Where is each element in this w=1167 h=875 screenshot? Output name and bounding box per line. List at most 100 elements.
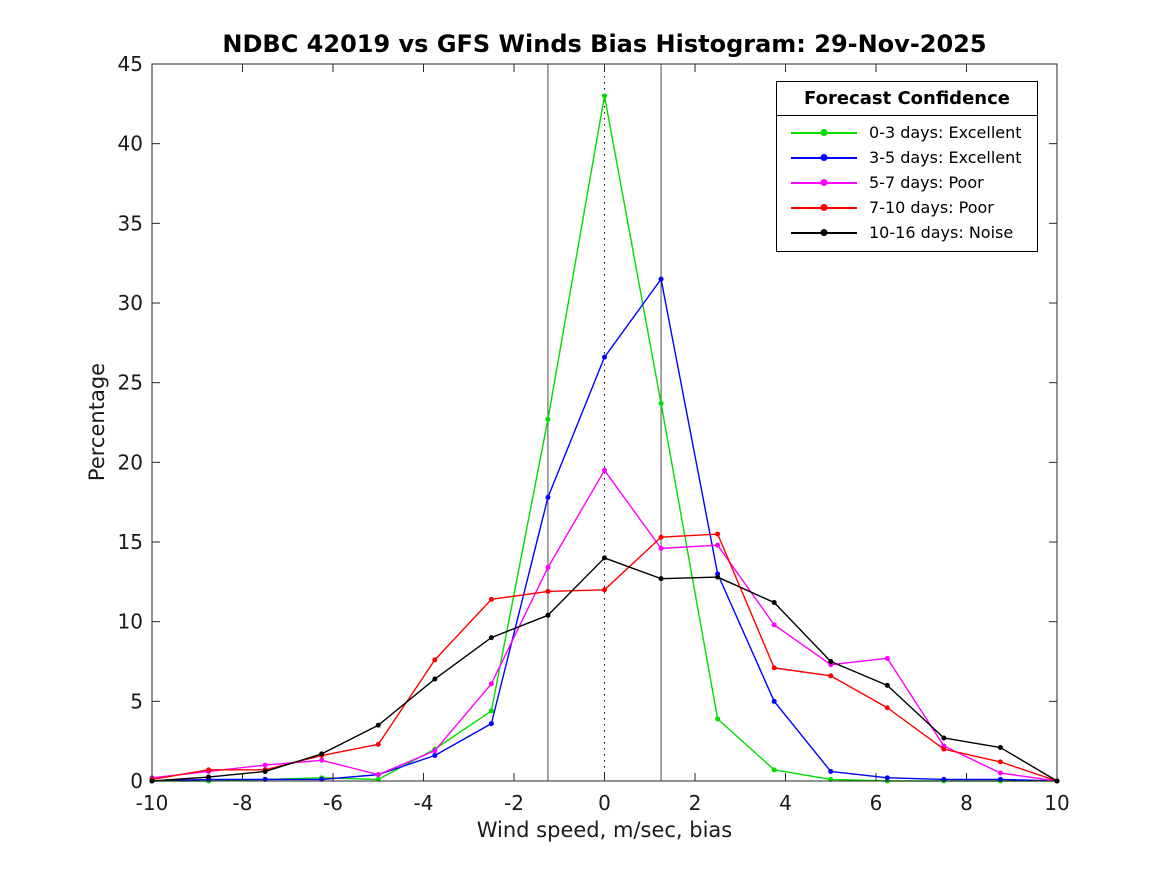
legend-box: Forecast Confidence 0-3 days: Excellent 3…: [776, 81, 1038, 252]
data-point-marker: [658, 400, 664, 406]
data-point-marker: [771, 767, 777, 773]
y-tick-label: 0: [130, 769, 143, 793]
data-point-marker: [206, 774, 212, 780]
x-axis-label: Wind speed, m/sec, bias: [476, 818, 733, 842]
data-point-marker: [545, 494, 551, 500]
y-tick-label: 40: [118, 132, 143, 156]
data-point-marker: [715, 531, 721, 537]
data-point-marker: [884, 775, 890, 781]
data-point-marker: [602, 587, 607, 593]
data-point-marker: [545, 588, 551, 594]
data-point-marker: [432, 748, 438, 754]
data-point-marker: [488, 635, 494, 641]
data-point-marker: [997, 745, 1003, 751]
data-point-marker: [771, 622, 777, 628]
data-point-marker: [828, 768, 834, 774]
legend-item: 10-16 days: Noise: [777, 220, 1037, 245]
data-point-marker: [375, 722, 381, 728]
y-axis-label: Percentage: [85, 362, 109, 482]
data-point-marker: [602, 467, 607, 473]
legend-marker-dot: [820, 229, 828, 236]
data-point-marker: [715, 574, 721, 580]
x-tick-label: 4: [779, 791, 792, 815]
data-point-marker: [432, 753, 438, 759]
legend-items: 0-3 days: Excellent 3-5 days: Excellent 5-…: [777, 116, 1037, 251]
legend-marker-dot: [820, 179, 828, 186]
data-point-marker: [545, 416, 551, 422]
data-point-marker: [206, 767, 212, 773]
series-line: [151, 533, 1058, 782]
data-point-marker: [319, 757, 325, 763]
legend-marker-dot: [820, 154, 828, 161]
y-tick-label: 35: [118, 211, 143, 235]
legend-line-sample: [791, 229, 857, 236]
data-point-marker: [828, 673, 834, 679]
x-tick-label: -8: [233, 791, 253, 815]
y-tick-label: 15: [118, 530, 143, 554]
x-tick-label: 2: [689, 791, 702, 815]
data-point-marker: [602, 354, 607, 360]
legend-item: 5-7 days: Poor: [777, 170, 1037, 195]
data-point-marker: [884, 705, 890, 711]
y-tick-label: 25: [118, 371, 143, 395]
data-point-marker: [941, 735, 947, 741]
legend-title: Forecast Confidence: [777, 82, 1037, 116]
legend-item-label: 3-5 days: Excellent: [869, 148, 1022, 167]
legend-item-label: 5-7 days: Poor: [869, 173, 984, 192]
data-point-marker: [375, 772, 381, 778]
legend-item: 3-5 days: Excellent: [777, 145, 1037, 170]
data-point-marker: [997, 770, 1003, 776]
data-point-marker: [432, 676, 438, 682]
data-point-marker: [715, 716, 721, 722]
data-point-marker: [658, 576, 664, 582]
x-tick-label: -10: [136, 791, 169, 815]
y-tick-label: 30: [118, 291, 143, 315]
data-point-marker: [488, 681, 494, 687]
legend-item-label: 0-3 days: Excellent: [869, 123, 1022, 142]
x-tick-label: 10: [1044, 791, 1069, 815]
x-tick-label: 8: [960, 791, 973, 815]
data-point-marker: [319, 751, 325, 757]
data-point-marker: [715, 542, 721, 548]
data-point-marker: [545, 612, 551, 618]
y-tick-label: 10: [118, 610, 143, 634]
y-tick-label: 5: [130, 689, 143, 713]
data-point-marker: [602, 555, 607, 561]
data-point-marker: [997, 759, 1003, 765]
x-tick-label: -2: [504, 791, 524, 815]
data-point-marker: [488, 708, 494, 714]
legend-item-label: 10-16 days: Noise: [869, 223, 1014, 242]
legend-item: 7-10 days: Poor: [777, 195, 1037, 220]
data-point-marker: [884, 682, 890, 688]
legend-marker-dot: [820, 129, 828, 136]
data-point-marker: [658, 545, 664, 551]
x-tick-label: -4: [414, 791, 434, 815]
y-tick-label: 45: [118, 52, 143, 76]
series-line: [151, 278, 1058, 782]
x-tick-label: 6: [870, 791, 883, 815]
data-point-marker: [262, 768, 268, 774]
legend-line-sample: [791, 179, 857, 186]
data-point-marker: [602, 93, 607, 99]
data-point-marker: [658, 534, 664, 540]
data-point-marker: [658, 276, 664, 282]
data-point-marker: [545, 564, 551, 570]
legend-line-sample: [791, 204, 857, 211]
data-point-marker: [375, 741, 381, 747]
data-point-marker: [828, 659, 834, 664]
data-point-marker: [488, 596, 494, 602]
data-point-marker: [884, 655, 890, 661]
legend-line-sample: [791, 154, 857, 161]
legend-item-label: 7-10 days: Poor: [869, 198, 994, 217]
legend-marker-dot: [820, 204, 828, 211]
data-point-marker: [488, 721, 494, 727]
legend-line-sample: [791, 129, 857, 136]
data-point-marker: [432, 657, 438, 663]
x-tick-label: 0: [598, 791, 611, 815]
data-point-marker: [771, 698, 777, 704]
data-point-marker: [771, 665, 777, 671]
data-point-marker: [771, 600, 777, 606]
x-tick-label: -6: [323, 791, 343, 815]
